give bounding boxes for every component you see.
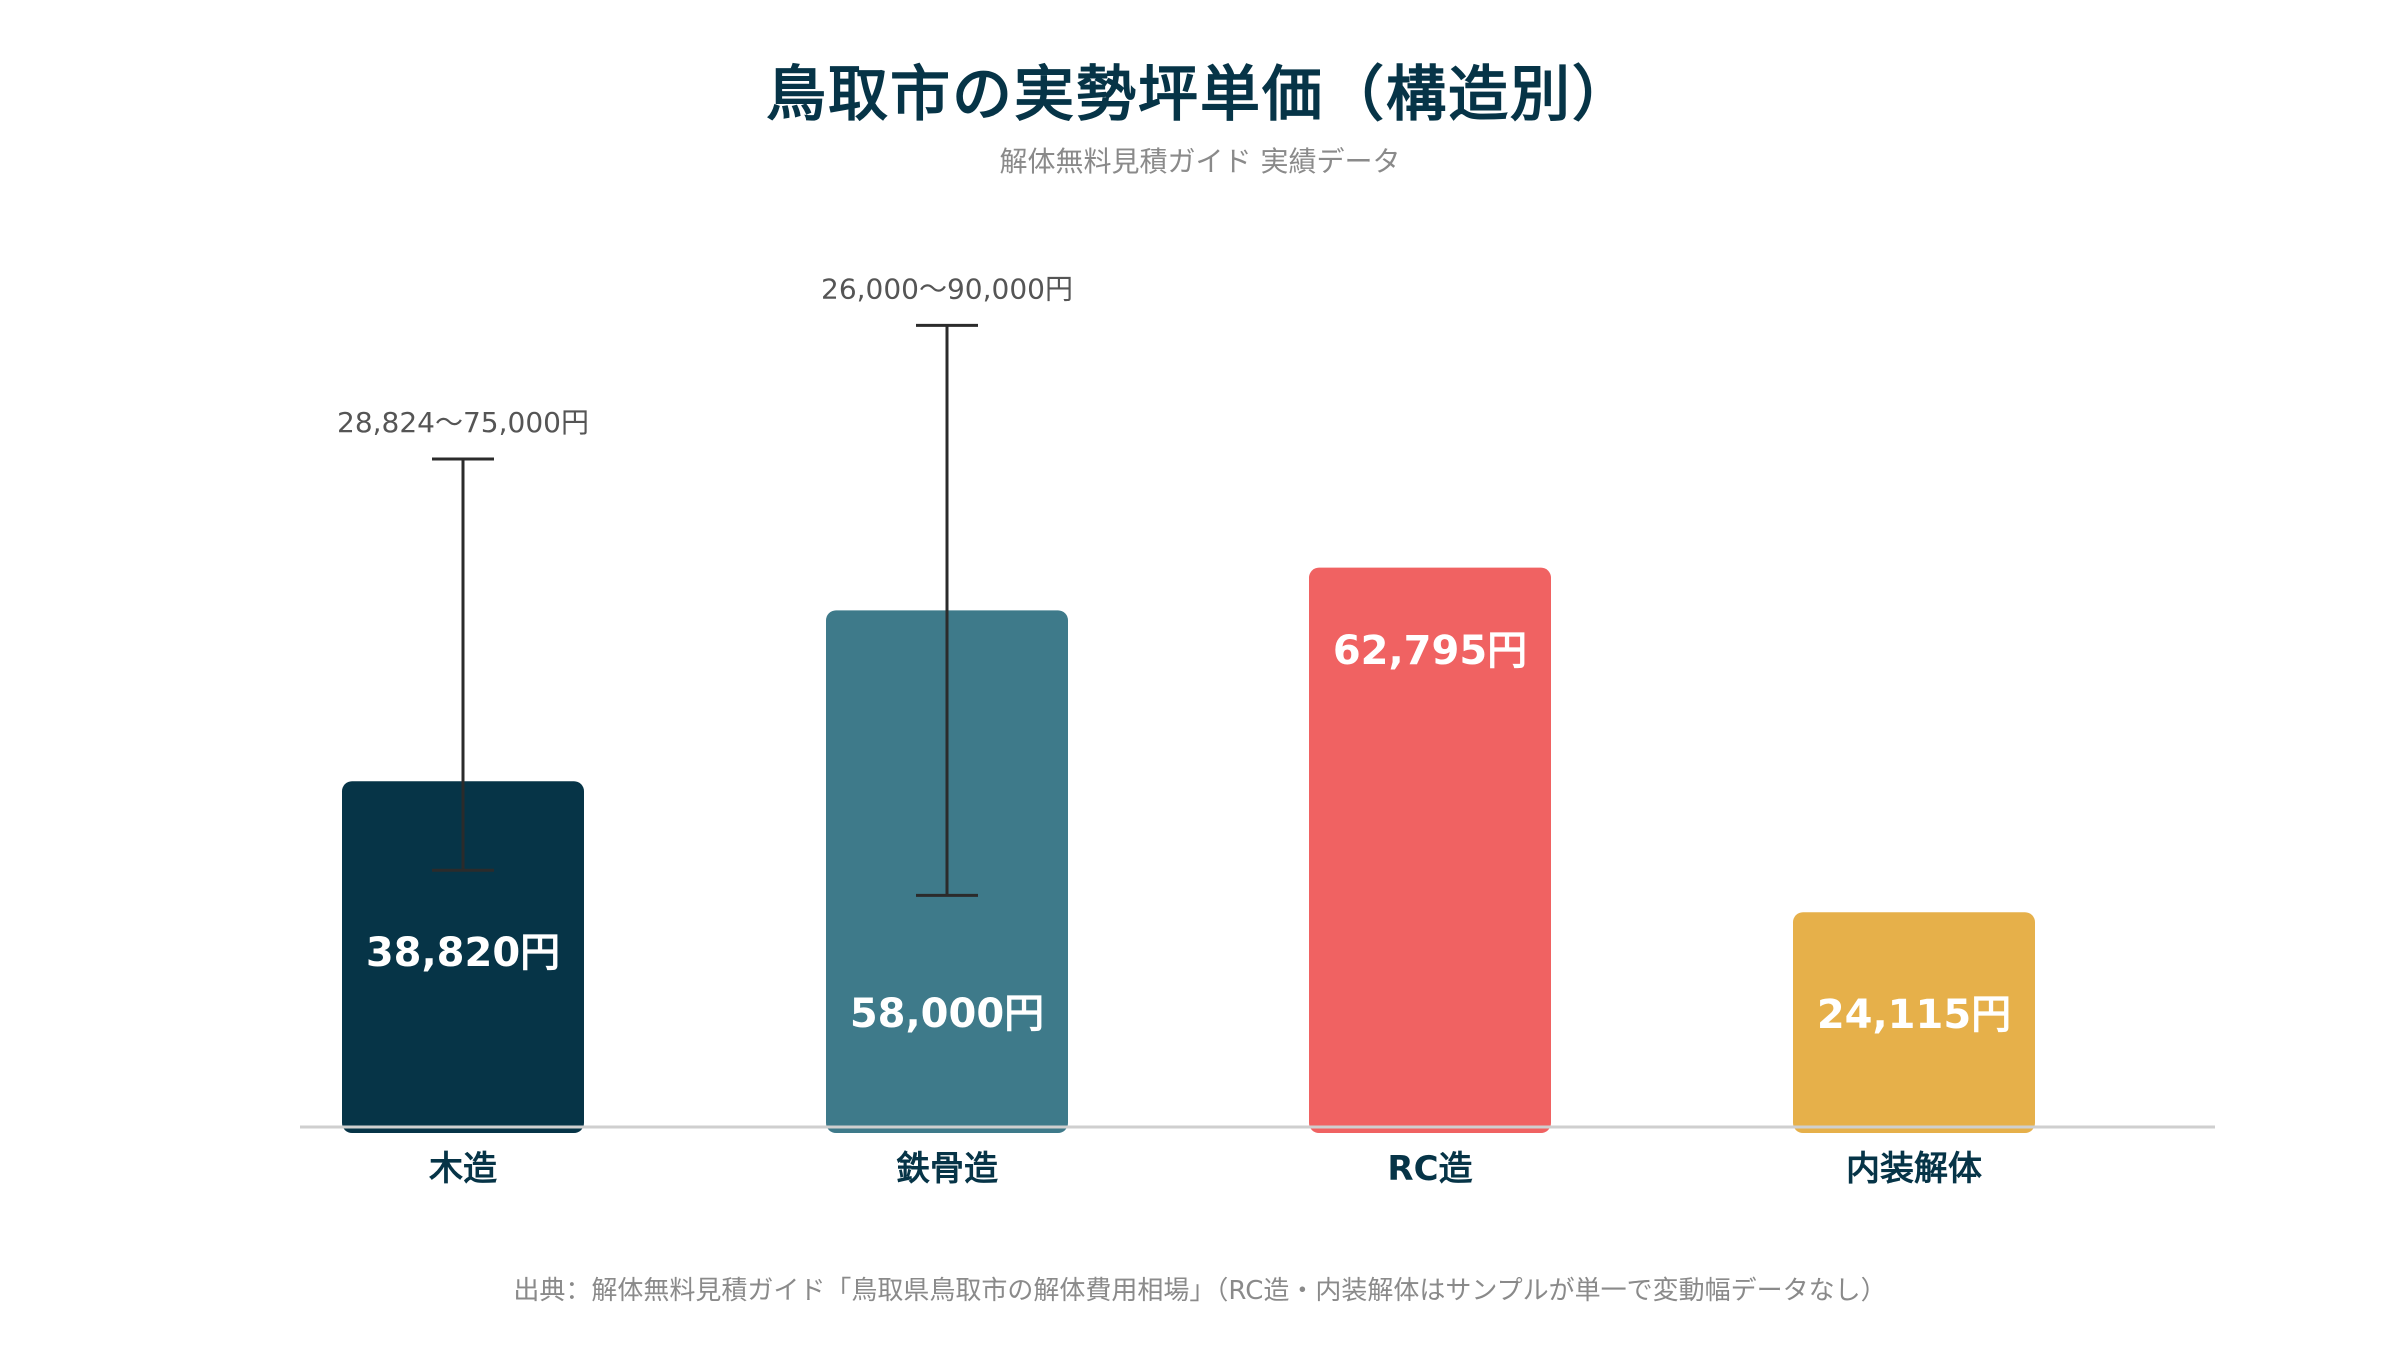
chart-source-note: 出典：解体無料見積ガイド「鳥取県鳥取市の解体費用相場」（RC造・内装解体はサンプ… [513, 1276, 1887, 1306]
category-label-3: RC造 [1387, 1149, 1472, 1189]
chart-title: 鳥取市の実勢坪単価（構造別） [766, 60, 1634, 130]
bar-4 [1793, 912, 2035, 1133]
range-label-1: 28,824〜75,000円 [337, 406, 589, 439]
bar-value-label-4: 24,115円 [1817, 992, 2011, 1038]
bar-1 [342, 781, 584, 1133]
bar-value-label-2: 58,000円 [850, 991, 1044, 1037]
bar-3 [1309, 567, 1551, 1133]
category-label-4: 内装解体 [1846, 1149, 1982, 1189]
category-label-2: 鉄骨造 [896, 1149, 998, 1189]
category-label-1: 木造 [428, 1149, 497, 1189]
chart-subtitle: 解体無料見積ガイド 実績データ [999, 145, 1401, 178]
bar-value-label-3: 62,795円 [1333, 628, 1527, 674]
bar-value-label-1: 38,820円 [366, 930, 560, 976]
range-label-2: 26,000〜90,000円 [821, 272, 1073, 305]
